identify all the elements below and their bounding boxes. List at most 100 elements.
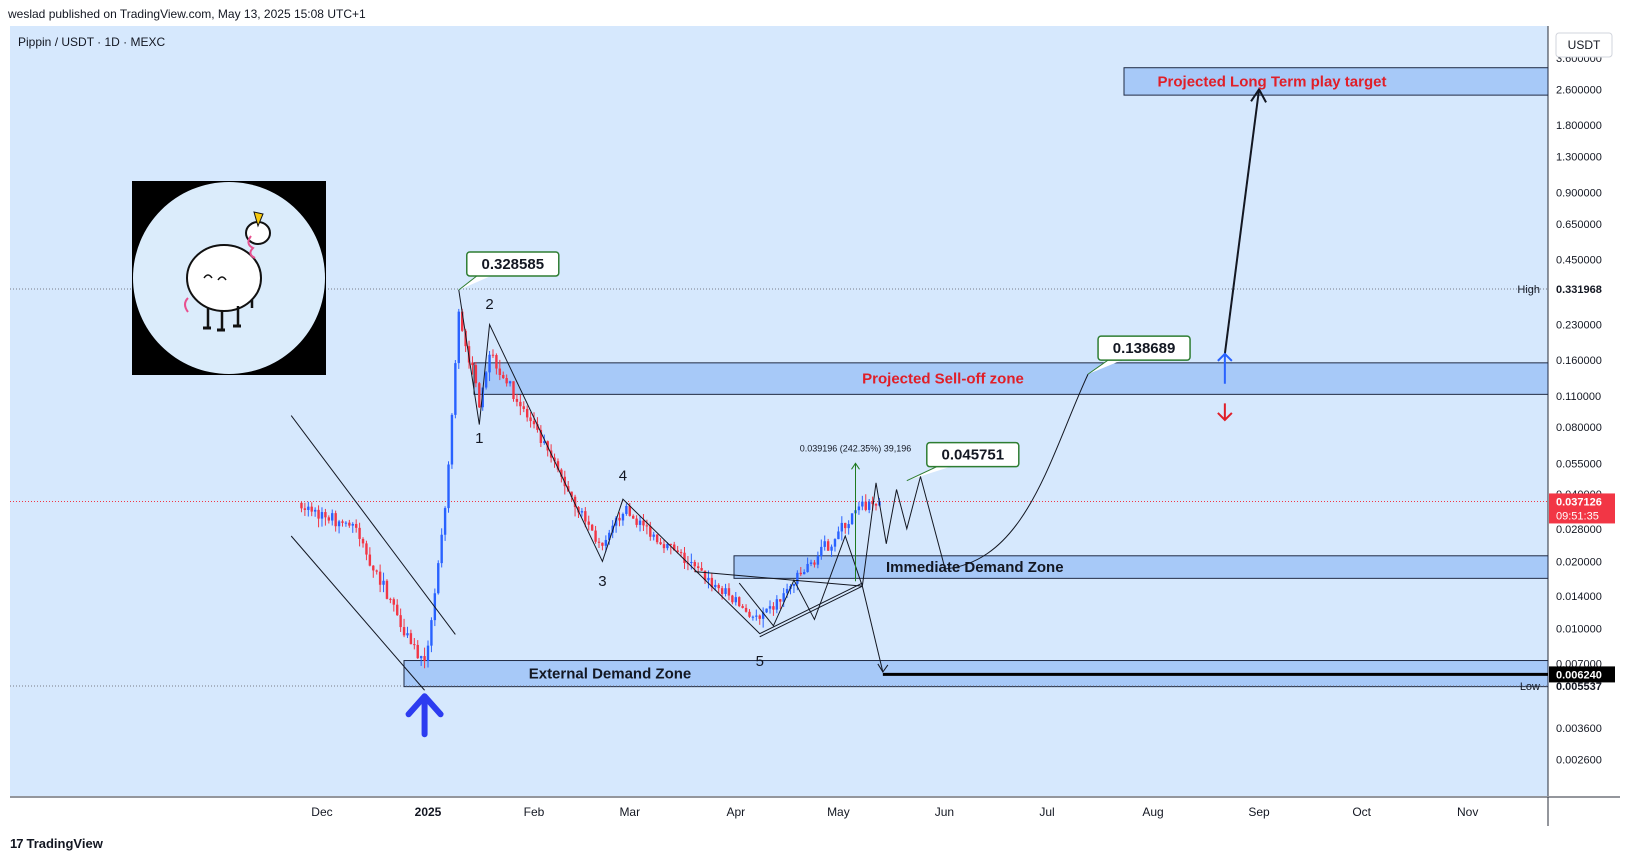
y-tick-label: 0.010000 bbox=[1556, 624, 1602, 636]
x-tick-label: Aug bbox=[1142, 805, 1163, 819]
candle-body bbox=[785, 588, 789, 594]
guides-layer bbox=[10, 288, 1548, 687]
candle-body bbox=[864, 501, 867, 510]
candle-body bbox=[560, 469, 563, 477]
zone-box bbox=[473, 362, 1549, 395]
wave-label: 5 bbox=[756, 653, 764, 670]
candle-body bbox=[703, 570, 707, 581]
candle-body bbox=[837, 531, 840, 540]
symbol-title[interactable]: Pippin / USDT · 1D · MEXC bbox=[18, 35, 165, 49]
candle-body bbox=[375, 570, 378, 572]
x-tick-label: May bbox=[827, 805, 850, 819]
y-tick-label: 0.020000 bbox=[1556, 556, 1602, 568]
currency-button-frame[interactable] bbox=[1555, 32, 1613, 58]
high-label: High bbox=[1517, 284, 1540, 296]
candle-body bbox=[344, 522, 348, 524]
wedge-upper bbox=[694, 571, 863, 587]
candle-body bbox=[625, 505, 628, 514]
candle-body bbox=[498, 368, 502, 375]
candle-body bbox=[372, 565, 375, 571]
candle-body bbox=[457, 311, 460, 364]
tradingview-brand[interactable]: 17 TradingView bbox=[10, 836, 103, 851]
candle-body bbox=[741, 606, 744, 608]
candle-body bbox=[601, 542, 604, 546]
candle-body bbox=[590, 524, 594, 531]
candle-body bbox=[491, 354, 495, 356]
candle-body bbox=[389, 598, 392, 600]
candle-body bbox=[594, 530, 597, 542]
labels-layer: Projected Long Term play target Projected… bbox=[458, 73, 1386, 683]
y-tick-label: 0.002600 bbox=[1556, 754, 1602, 766]
y-tick-label: 0.160000 bbox=[1556, 355, 1602, 367]
wave-label: 1 bbox=[475, 430, 483, 447]
candle-body bbox=[717, 584, 720, 589]
candle-body bbox=[324, 512, 327, 518]
candle-body bbox=[847, 524, 850, 529]
candle-body bbox=[765, 608, 768, 613]
candle-body bbox=[505, 378, 508, 384]
candle-body bbox=[638, 520, 642, 525]
candle-body bbox=[614, 517, 618, 526]
price-axis[interactable]: 3.6000002.6000001.8000001.3000000.900000… bbox=[1517, 53, 1615, 767]
candle-body bbox=[361, 538, 365, 544]
candle-body bbox=[484, 372, 488, 388]
candle-body bbox=[392, 599, 395, 605]
countdown-value: 09:51:35 bbox=[1556, 510, 1599, 522]
candle-body bbox=[307, 506, 310, 510]
candle-body bbox=[471, 362, 474, 366]
candle-body bbox=[621, 513, 625, 521]
candle-body bbox=[508, 381, 512, 384]
marked-level-value-bg bbox=[1549, 666, 1615, 683]
measure-arrow bbox=[851, 462, 860, 470]
candle-body bbox=[724, 588, 727, 594]
candle-body bbox=[577, 507, 580, 513]
candle-body bbox=[700, 568, 703, 571]
candle-body bbox=[447, 464, 450, 509]
candle-body bbox=[495, 355, 498, 369]
candle-body bbox=[443, 508, 447, 535]
candle-body bbox=[423, 656, 426, 661]
candle-body bbox=[642, 520, 645, 526]
currency-button[interactable]: USDT bbox=[1568, 38, 1601, 52]
zone-label: External Demand Zone bbox=[529, 666, 692, 683]
candle-body bbox=[426, 645, 430, 661]
candle-body bbox=[440, 534, 443, 564]
zone-box bbox=[1123, 67, 1549, 96]
y-tick-label: 0.450000 bbox=[1556, 254, 1602, 266]
candle-body bbox=[618, 517, 621, 521]
candle-body bbox=[351, 523, 354, 526]
candle-body bbox=[580, 511, 584, 513]
candle-body bbox=[840, 522, 844, 532]
candle-body bbox=[450, 414, 454, 465]
candle-body bbox=[676, 550, 679, 553]
candle-body bbox=[874, 504, 878, 506]
candle-body bbox=[454, 363, 457, 415]
zone-label: Projected Sell-off zone bbox=[862, 371, 1024, 388]
time-axis[interactable]: Dec 2025 Feb Mar Apr May Jun Jul Aug Sep Oct Nov bbox=[311, 805, 1478, 819]
y-tick-label: 0.650000 bbox=[1556, 219, 1602, 231]
drop-arrow-head bbox=[877, 663, 889, 673]
x-tick-label: Jun bbox=[935, 805, 954, 819]
candle-body bbox=[826, 541, 830, 551]
candle-body bbox=[803, 572, 806, 575]
candle-body bbox=[399, 615, 402, 628]
candle-body bbox=[799, 572, 802, 575]
candle-body bbox=[327, 517, 331, 521]
candle-body bbox=[816, 555, 820, 565]
candle-body bbox=[796, 572, 799, 584]
candle-body bbox=[731, 595, 734, 603]
low-value: 0.005537 bbox=[1556, 681, 1602, 693]
candle-body bbox=[368, 554, 372, 566]
candle-body bbox=[782, 593, 785, 602]
candle-body bbox=[337, 521, 341, 527]
drop-projection bbox=[861, 586, 884, 673]
candle-body bbox=[755, 615, 758, 617]
candle-body bbox=[303, 508, 307, 510]
price-callout: 0.138689 bbox=[1113, 340, 1176, 357]
candle-body bbox=[820, 546, 823, 556]
candle-body bbox=[519, 401, 522, 407]
candle-body bbox=[809, 562, 813, 564]
candle-body bbox=[529, 417, 532, 422]
y-tick-label: 0.055000 bbox=[1556, 458, 1602, 470]
